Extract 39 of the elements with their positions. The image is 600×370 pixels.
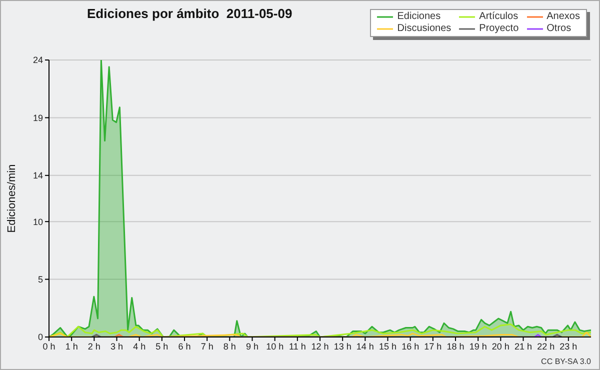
- x-tick-label: 21 h: [514, 341, 532, 352]
- x-tick-label: 5 h: [156, 341, 168, 352]
- x-tick-label: 16 h: [402, 341, 420, 352]
- chart-title: Ediciones por ámbito 2011-05-09: [87, 6, 292, 21]
- y-axis-title: Ediciones/min: [6, 164, 18, 233]
- legend-label: Artículos: [479, 11, 518, 23]
- legend-label: Proyecto: [479, 23, 519, 35]
- x-tick-label: 17 h: [424, 341, 442, 352]
- y-tick-label: 10: [32, 216, 43, 227]
- x-tick-label: 6 h: [178, 341, 191, 352]
- x-tick-label: 14 h: [356, 341, 374, 352]
- y-tick-label: 14: [32, 170, 43, 181]
- legend-label: Discusiones: [397, 23, 452, 35]
- x-tick-label: 1 h: [65, 341, 78, 352]
- x-tick-label: 0 h: [42, 341, 56, 352]
- x-tick-label: 13 h: [334, 341, 352, 352]
- y-tick-label: 19: [32, 112, 43, 123]
- y-tick-label: 0: [38, 332, 43, 342]
- x-tick-label: 7 h: [200, 341, 214, 352]
- x-tick-label: 20 h: [492, 341, 510, 352]
- x-tick-label: 22 h: [537, 341, 555, 352]
- legend-label: Anexos: [546, 11, 580, 23]
- x-tick-label: 3 h: [110, 341, 124, 352]
- x-tick-label: 15 h: [378, 341, 397, 352]
- x-tick-label: 19 h: [469, 341, 487, 352]
- x-tick-label: 23 h: [560, 341, 578, 352]
- x-tick-label: 12 h: [311, 341, 329, 352]
- x-tick-label: 18 h: [446, 341, 464, 352]
- text: CC BY-SA 3.0: [541, 357, 591, 367]
- legend-label: Otros: [546, 23, 572, 35]
- legend-label: Ediciones: [397, 11, 441, 23]
- x-tick-label: 9 h: [246, 341, 259, 352]
- x-tick-label: 8 h: [223, 341, 236, 352]
- x-tick-label: 10 h: [266, 341, 284, 352]
- x-tick-label: 2 h: [88, 341, 100, 352]
- x-tick-label: 4 h: [133, 341, 146, 352]
- y-tick-label: 24: [32, 55, 43, 66]
- y-tick-label: 5: [38, 274, 43, 284]
- x-tick-label: 11 h: [288, 341, 306, 352]
